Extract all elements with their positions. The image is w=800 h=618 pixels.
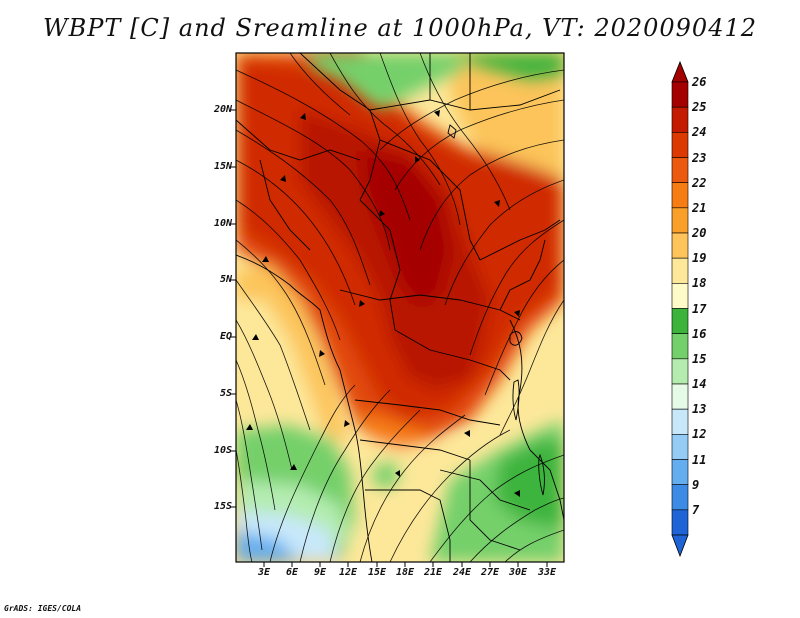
lat-label: 10N: [213, 218, 232, 229]
lat-label: 10S: [213, 445, 232, 456]
lat-label: 5S: [219, 388, 232, 399]
lon-label: 33E: [537, 567, 557, 578]
colorbar-up-triangle-icon: [671, 60, 689, 83]
streamline-arrows: [246, 110, 520, 497]
colorbar-swatch: [671, 106, 689, 133]
colorbar-tick-label: 23: [692, 150, 707, 165]
colorbar-tick-label: 12: [692, 427, 707, 442]
colorbar-swatch: [671, 132, 689, 158]
wbpt-field: [236, 53, 564, 562]
colorbar-swatch: [671, 283, 689, 309]
colorbar-tick-label: 13: [692, 402, 707, 417]
colorbar-tick-label: 21: [692, 200, 707, 215]
colorbar-swatch: [671, 383, 689, 410]
colorbar-tick-label: 20: [692, 226, 707, 240]
axis-ticks: [231, 109, 548, 567]
colorbar-tick-label: 19: [692, 251, 707, 266]
colorbar-down-triangle-icon: [671, 534, 689, 558]
lon-label: 27E: [480, 567, 500, 578]
colorbar-tick-label: 11: [692, 452, 707, 467]
lon-label: 3E: [257, 567, 271, 578]
lat-label: 15N: [213, 161, 232, 172]
colorbar-swatch: [671, 182, 689, 209]
lon-label: 24E: [452, 567, 472, 578]
credit-label: GrADS: IGES/COLA: [4, 604, 82, 613]
colorbar-tick-label: 9: [692, 477, 700, 492]
chart-title: WBPT [C] and Sreamline at 1000hPa, VT: 2…: [42, 14, 758, 42]
lat-label: 15S: [213, 501, 232, 512]
colorbar-swatch: [671, 157, 689, 183]
colorbar-swatch: [671, 308, 689, 334]
lon-label: 30E: [508, 567, 528, 578]
colorbar-tick-label: 15: [692, 351, 707, 366]
colorbar-tick-label: 16: [692, 326, 707, 341]
lat-label: 5N: [219, 274, 232, 285]
colorbar-tick-label: 7: [692, 502, 700, 517]
colorbar-swatch: [671, 207, 689, 234]
colorbar-swatch: [671, 459, 689, 485]
lat-label: 20N: [213, 104, 232, 115]
colorbar: [671, 60, 689, 558]
lon-label: 15E: [367, 567, 387, 578]
colorbar-tick-label: 24: [692, 125, 707, 140]
colorbar-swatch: [671, 484, 689, 511]
colorbar-swatches: [671, 81, 689, 536]
lon-label: 18E: [395, 567, 415, 578]
colorbar-swatch: [671, 81, 689, 108]
colorbar-swatch: [671, 232, 689, 259]
lon-label: 21E: [423, 567, 443, 578]
lakes: [447, 124, 545, 496]
lon-label: 9E: [313, 567, 327, 578]
lon-label: 12E: [338, 567, 358, 578]
lat-label: EQ: [219, 331, 232, 342]
colorbar-swatch: [671, 434, 689, 460]
colorbar-swatch: [671, 358, 689, 385]
colorbar-tick-label: 18: [692, 276, 707, 291]
map-frame: [235, 52, 565, 563]
colorbar-swatch: [671, 257, 689, 284]
colorbar-swatch: [671, 408, 689, 435]
colorbar-swatch: [671, 509, 689, 536]
colorbar-tick-label: 22: [692, 175, 707, 190]
lon-label: 6E: [285, 567, 299, 578]
colorbar-swatch: [671, 333, 689, 360]
country-borders: [236, 53, 564, 562]
colorbar-tick-label: 26: [692, 75, 707, 89]
colorbar-tick-label: 17: [692, 301, 707, 316]
colorbar-tick-label: 25: [692, 100, 707, 115]
colorbar-tick-label: 14: [692, 377, 707, 391]
